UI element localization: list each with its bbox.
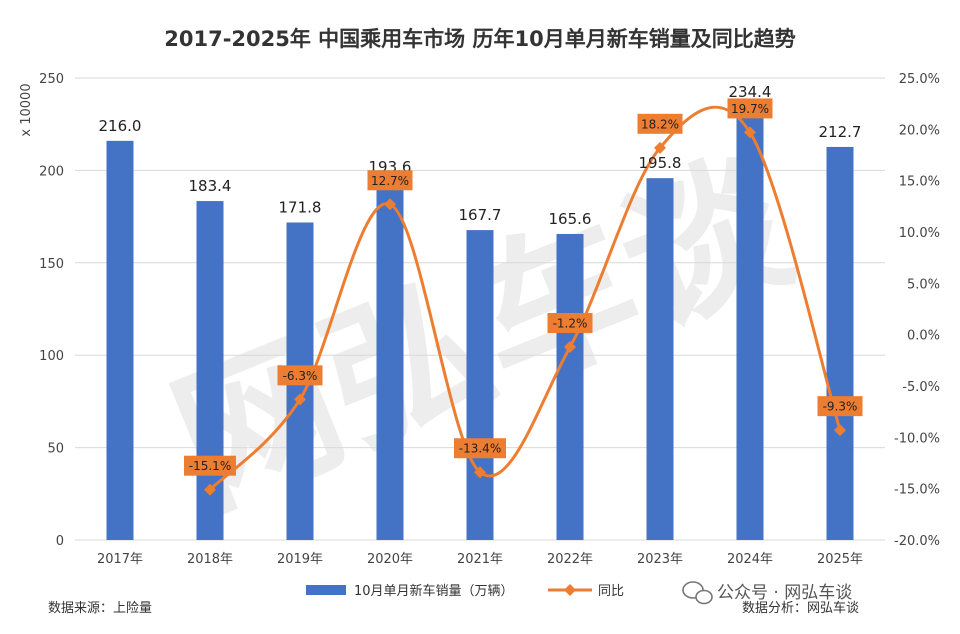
legend: 10月单月新车销量（万辆） 同比 <box>306 583 624 599</box>
y-right-tick-label: 15.0% <box>899 175 940 190</box>
bar <box>556 233 584 541</box>
yoy-point <box>474 466 486 479</box>
y-left-tick-label: 0 <box>56 534 64 549</box>
yoy-point <box>834 424 846 437</box>
bar-value-label: 234.4 <box>729 83 772 101</box>
x-tick-label: 2018年 <box>187 552 233 567</box>
y-left-tick-label: 150 <box>39 257 64 272</box>
yoy-label-box <box>367 170 413 191</box>
y-left-tick-label: 50 <box>47 442 64 457</box>
yoy-label-box <box>184 455 236 476</box>
legend-line-marker <box>564 584 576 596</box>
y-right-tick-label: -15.0% <box>894 483 940 498</box>
legend-bar-label: 10月单月新车销量（万辆） <box>354 583 514 599</box>
x-tick-label: 2024年 <box>727 552 773 567</box>
legend-bar-swatch <box>306 585 346 595</box>
yoy-value-label: -9.3% <box>823 400 858 414</box>
x-tick-label: 2025年 <box>817 552 863 567</box>
y-right-tick-label: -10.0% <box>894 431 940 446</box>
yoy-value-label: -1.2% <box>553 316 588 330</box>
yoy-point <box>654 141 666 154</box>
yoy-point <box>294 393 306 406</box>
yoy-label-box <box>817 396 863 417</box>
x-tick-label: 2023年 <box>637 552 683 567</box>
x-tick-label: 2019年 <box>277 552 323 567</box>
bar-value-label: 165.6 <box>549 210 592 228</box>
bar-value-label: 216.0 <box>99 117 142 135</box>
y-right-tick-label: 25.0% <box>899 72 940 87</box>
bar-value-label: 167.7 <box>459 206 502 224</box>
yoy-point <box>744 126 756 139</box>
y-left-tick-label: 200 <box>39 164 64 179</box>
yoy-value-label: 19.7% <box>731 102 769 116</box>
x-tick-label: 2020年 <box>367 552 413 567</box>
bar-value-label: 171.8 <box>279 199 322 217</box>
analysis-note: 数据分析：网弘车谈 <box>742 600 859 616</box>
legend-line-label: 同比 <box>598 584 624 599</box>
y-right-tick-label: -5.0% <box>902 380 940 395</box>
source-note: 数据来源：上险量 <box>48 601 152 616</box>
yoy-value-label: 18.2% <box>641 117 679 131</box>
y-right-tick-label: -20.0% <box>894 534 940 549</box>
yoy-label-box <box>727 98 773 119</box>
yoy-label-box <box>547 312 593 333</box>
yoy-value-label: -15.1% <box>189 459 231 473</box>
y-right-tick-label: 10.0% <box>899 226 940 241</box>
bar-value-label: 212.7 <box>819 123 862 141</box>
yoy-point <box>204 483 216 496</box>
yoy-value-label: -13.4% <box>459 442 501 456</box>
y-right-tick-label: 5.0% <box>907 277 940 292</box>
yoy-value-label: -6.3% <box>283 369 318 383</box>
axes: 0 50 100 150 200 250 -20.0% -15.0% -10.0% -5.0% 0.… <box>19 72 940 567</box>
y-left-axis-label: x 10000 <box>19 83 34 136</box>
yoy-label-box <box>277 365 323 386</box>
bar <box>646 178 674 540</box>
bar-series <box>106 106 854 541</box>
y-right-tick-label: 0.0% <box>907 329 940 344</box>
y-right-tick-label: 20.0% <box>899 123 940 138</box>
bar-value-label: 195.8 <box>639 154 682 172</box>
yoy-value-label: 12.7% <box>371 174 409 188</box>
yoy-label-box <box>454 438 506 459</box>
yoy-point <box>384 198 396 211</box>
x-tick-label: 2022年 <box>547 552 593 567</box>
bar <box>376 182 404 540</box>
wechat-icon <box>682 581 713 605</box>
x-tick-label: 2017年 <box>97 552 143 567</box>
bar-value-label: 183.4 <box>189 177 232 195</box>
y-left-tick-label: 250 <box>39 72 64 87</box>
yoy-label-box <box>637 113 683 134</box>
bar <box>826 146 854 540</box>
bar <box>736 106 764 540</box>
yoy-point <box>564 340 576 353</box>
bar <box>106 140 134 540</box>
line-series <box>204 105 846 496</box>
bar <box>466 230 494 540</box>
chart-title: 2017-2025年 中国乘用车市场 历年10月单月新车销量及同比趋势 <box>164 27 795 51</box>
wechat-mark: 公众号 · 网弘车谈 <box>682 581 852 605</box>
wechat-account: 公众号 · 网弘车谈 <box>717 583 852 603</box>
y-left-tick-label: 100 <box>39 349 64 364</box>
x-tick-label: 2021年 <box>457 552 503 567</box>
